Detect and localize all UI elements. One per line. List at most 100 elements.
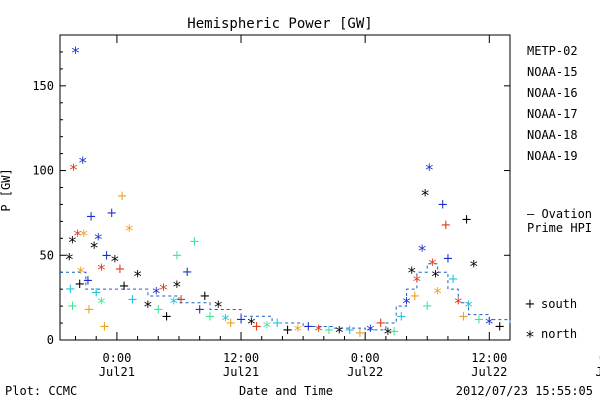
data-point: *: [418, 241, 426, 260]
data-point: +: [84, 303, 95, 318]
data-point: *: [485, 314, 493, 333]
data-point: +: [74, 277, 85, 292]
data-point: +: [99, 319, 110, 334]
x-tick-time: 12:00: [471, 351, 507, 365]
data-point: *: [263, 317, 271, 336]
data-point: *: [72, 43, 80, 62]
data-point: *: [94, 229, 102, 248]
data-point: *: [413, 272, 421, 291]
data-point: *: [90, 238, 98, 257]
data-point: *: [315, 321, 323, 340]
data-points: ***+++*** *** * +*** +++*++**++++*++++ **++*+…: [65, 43, 505, 343]
data-point: +: [324, 323, 335, 338]
data-point: +: [182, 265, 193, 280]
data-point: +: [494, 319, 505, 334]
chart-title: Hemispheric Power [GW]: [187, 16, 372, 32]
x-tick-time: 0:00: [599, 351, 600, 365]
data-point: +: [115, 262, 126, 277]
data-point: +: [101, 248, 112, 263]
data-point: *: [170, 294, 178, 313]
ovation-hpi-path: [60, 263, 511, 331]
data-point: *: [97, 260, 105, 279]
data-point: +: [117, 189, 128, 204]
data-point: +: [194, 303, 205, 318]
marker-symbol: *: [526, 327, 534, 346]
data-point: +: [282, 323, 293, 338]
data-point: +: [396, 309, 407, 324]
x-tick-date: Jul21: [99, 365, 135, 379]
data-point: +: [422, 299, 433, 314]
data-point: *: [79, 153, 87, 172]
data-point: *: [366, 321, 374, 340]
x-tick-date: Jul22: [347, 365, 383, 379]
data-point: +: [251, 319, 262, 334]
data-point: *: [421, 185, 429, 204]
x-tick-time: 12:00: [223, 351, 259, 365]
data-point: +: [171, 248, 182, 263]
ovation-hpi-line: [60, 263, 511, 331]
data-point: +: [119, 279, 130, 294]
data-point: +: [409, 289, 420, 304]
data-point: *: [144, 297, 152, 316]
y-tick-label: 150: [32, 79, 54, 93]
marker-label: south: [541, 297, 577, 311]
data-point: *: [434, 284, 442, 303]
data-point: +: [189, 235, 200, 250]
data-point: +: [176, 292, 187, 307]
data-point: *: [125, 221, 133, 240]
data-point: *: [97, 294, 105, 313]
data-point: *: [294, 321, 302, 340]
data-point: *: [65, 250, 73, 269]
data-point: *: [80, 226, 88, 245]
x-axis: 0:00Jul2112:00Jul210:00Jul2212:00Jul220:…: [75, 35, 600, 379]
data-point: +: [375, 316, 386, 331]
x-tick-date: Jul21: [223, 365, 259, 379]
data-point: *: [214, 297, 222, 316]
data-point: +: [355, 326, 366, 341]
y-axis: 0 50 100 150: [32, 51, 510, 347]
data-point: +: [344, 323, 355, 338]
data-point: +: [389, 325, 400, 340]
y-tick-label: 50: [40, 248, 54, 262]
legend-entry: NOAA-19: [527, 149, 578, 163]
data-point: *: [470, 256, 478, 275]
x-tick-time: 0:00: [102, 351, 131, 365]
data-point: *: [465, 297, 473, 316]
data-point: *: [68, 233, 76, 252]
data-point: *: [335, 323, 343, 342]
marker-label: north: [541, 327, 577, 341]
data-point: *: [247, 314, 255, 333]
y-axis-label: P [GW]: [0, 168, 13, 211]
ovation-legend: — Ovation Prime HPI: [527, 207, 592, 235]
data-point: +: [303, 319, 314, 334]
data-point: +: [199, 289, 210, 304]
data-point: +: [461, 213, 472, 228]
data-point: *: [454, 294, 462, 313]
data-point: *: [428, 255, 436, 274]
data-point: +: [225, 316, 236, 331]
data-point: *: [384, 324, 392, 343]
legend-entry: NOAA-18: [527, 128, 578, 142]
data-point: *: [403, 294, 411, 313]
legend: METP-02 NOAA-15 NOAA-16 NOAA-17 NOAA-18 NOAA-…: [527, 44, 578, 163]
data-point: *: [77, 263, 85, 282]
ovation-label-line2: Prime HPI: [527, 221, 592, 235]
data-point: +: [437, 197, 448, 212]
data-point: +: [82, 274, 93, 289]
data-point: +: [161, 309, 172, 324]
data-point: *: [74, 226, 82, 245]
y-tick-label: 100: [32, 164, 54, 178]
marker-symbol: +: [525, 297, 536, 312]
y-tick-label: 0: [47, 333, 54, 347]
data-point: *: [69, 160, 77, 179]
x-tick-date: Jul22: [471, 365, 507, 379]
x-tick-time: 0:00: [351, 351, 380, 365]
data-point: +: [458, 309, 469, 324]
legend-entry: NOAA-15: [527, 65, 578, 79]
marker-legend: + south * north: [525, 297, 578, 346]
data-point: *: [159, 280, 167, 299]
x-axis-label: Date and Time: [239, 384, 333, 398]
data-point: *: [152, 284, 160, 303]
ovation-label-line1: — Ovation: [527, 207, 592, 221]
